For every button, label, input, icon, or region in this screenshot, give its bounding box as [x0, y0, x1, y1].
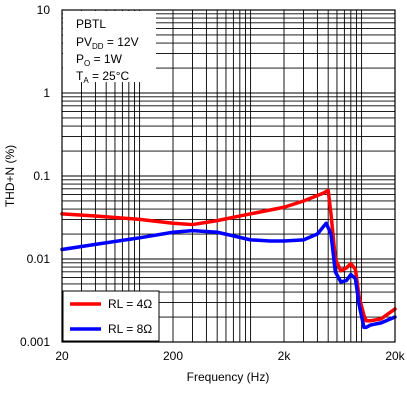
conditions-box: PBTL PVDD = 12V PO = 1W TA = 25°C: [63, 11, 156, 85]
x-axis-title: Frequency (Hz): [187, 370, 270, 384]
legend: RL = 4Ω RL = 8Ω: [62, 290, 160, 342]
y-tick-label: 0.1: [33, 169, 50, 183]
y-tick-label: 0.01: [27, 252, 51, 266]
x-tick-label: 200: [163, 349, 183, 363]
condition-mode: PBTL: [76, 17, 106, 31]
legend-label-8ohm: RL = 8Ω: [108, 322, 152, 336]
series-line-4ohm: [60, 188, 397, 323]
condition-supply: PVDD = 12V: [76, 35, 139, 51]
condition-power: PO = 1W: [76, 52, 123, 68]
series-lines: [60, 188, 397, 330]
y-tick-label: 1: [43, 86, 50, 100]
condition-temperature: TA = 25°C: [76, 69, 130, 85]
y-tick-label: 10: [37, 3, 51, 17]
x-tick-label: 20k: [385, 349, 405, 363]
series-line-8ohm: [60, 221, 397, 330]
y-axis-title: THD+N (%): [3, 145, 17, 207]
plot-frame: [61, 9, 396, 343]
y-tick-label: 0.001: [20, 335, 50, 349]
legend-label-4ohm: RL = 4Ω: [108, 297, 152, 311]
x-tick-label: 20: [55, 349, 69, 363]
x-tick-label: 2k: [278, 349, 292, 363]
